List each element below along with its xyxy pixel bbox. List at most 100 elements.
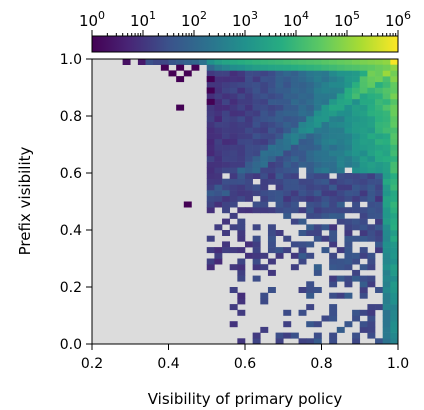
heatmap-cell	[321, 81, 330, 88]
heatmap-cell	[245, 110, 253, 117]
heatmap-cell	[275, 76, 284, 83]
colorbar-tick-label: 104	[283, 9, 309, 30]
heatmap-cell	[214, 87, 223, 94]
heatmap-cell	[382, 309, 391, 316]
heatmap-cell	[306, 59, 315, 65]
heatmap-cell	[336, 76, 345, 83]
heatmap-cell	[229, 87, 238, 94]
heatmap-cell	[214, 161, 223, 168]
heatmap-cell	[313, 70, 322, 77]
heatmap-cell	[352, 218, 361, 225]
heatmap-cell	[382, 207, 391, 214]
heatmap-cell	[222, 218, 230, 225]
heatmap-cell	[267, 190, 276, 197]
heatmap-cell	[382, 269, 391, 276]
heatmap-cell	[313, 104, 322, 111]
heatmap-cell	[390, 184, 399, 191]
heatmap-cell	[206, 173, 215, 179]
heatmap-cell	[283, 87, 292, 94]
heatmap-cell	[275, 332, 284, 339]
heatmap-cell	[229, 224, 238, 231]
heatmap-cell	[359, 98, 368, 105]
heatmap-cell	[359, 275, 368, 282]
heatmap-cell	[183, 59, 192, 65]
heatmap-cell	[183, 70, 192, 77]
heatmap-cell	[290, 264, 299, 271]
heatmap-cell	[359, 218, 368, 225]
heatmap-cell	[375, 207, 383, 214]
heatmap-cell	[275, 230, 284, 236]
heatmap-cell	[229, 212, 238, 219]
heatmap-cell	[344, 76, 353, 83]
heatmap-cell	[290, 207, 299, 214]
heatmap-cell	[290, 138, 299, 145]
heatmap-cell	[390, 269, 399, 276]
heatmap-cell	[290, 76, 299, 83]
heatmap-cell	[367, 326, 376, 333]
plot-area: 0.2 0.4 0.6 0.8 1.0 0.0 0.2 0.4 0.6 0.8 1.0	[60, 52, 409, 372]
heatmap-cell	[375, 161, 383, 168]
heatmap-cell	[275, 127, 284, 134]
heatmap-cell	[267, 104, 276, 111]
heatmap-cell	[214, 247, 223, 254]
heatmap-cell	[352, 258, 361, 265]
heatmap-cell	[245, 138, 253, 145]
heatmap-cell	[283, 195, 292, 202]
heatmap-cell	[290, 116, 299, 122]
heatmap-cell	[206, 258, 215, 265]
heatmap-cell	[306, 190, 315, 197]
heatmap-cell	[290, 201, 299, 208]
heatmap-cell	[237, 292, 246, 299]
heatmap-cell	[375, 87, 383, 94]
heatmap-cell	[260, 155, 269, 162]
heatmap-cell	[275, 93, 284, 100]
heatmap-cell	[283, 81, 292, 88]
heatmap-cell	[237, 275, 246, 282]
heatmap-cell	[329, 309, 338, 316]
heatmap-cell	[344, 110, 353, 117]
heatmap-cell	[382, 76, 391, 83]
heatmap-cell	[352, 59, 361, 65]
heatmap-cell	[375, 304, 383, 311]
heatmap-cell	[375, 110, 383, 117]
heatmap-cell	[206, 155, 215, 162]
heatmap-cell	[344, 133, 353, 140]
heatmap-cell	[306, 70, 315, 77]
heatmap-cell	[214, 98, 223, 105]
heatmap-cell	[329, 230, 338, 236]
heatmap-cell	[214, 167, 223, 174]
heatmap-cell	[313, 161, 322, 168]
heatmap-cell	[313, 190, 322, 197]
heatmap-cell	[329, 116, 338, 122]
heatmap-cell	[222, 81, 230, 88]
heatmap-cell	[298, 138, 307, 145]
heatmap-cell	[382, 155, 391, 162]
heatmap-cell	[252, 173, 261, 179]
heatmap-cell	[382, 178, 391, 185]
heatmap-cell	[222, 184, 230, 191]
heatmap-cell	[252, 241, 261, 248]
heatmap-cell	[214, 121, 223, 128]
heatmap-cell	[290, 190, 299, 197]
heatmap-cell	[237, 167, 246, 174]
heatmap-cell	[275, 150, 284, 157]
heatmap-cell	[390, 138, 399, 145]
heatmap-cell	[336, 150, 345, 157]
heatmap-cell	[283, 144, 292, 151]
heatmap-cell	[252, 207, 261, 214]
heatmap-cell	[206, 127, 215, 134]
heatmap-cell	[367, 93, 376, 100]
heatmap-cell	[260, 298, 269, 305]
heatmap-cell	[352, 235, 361, 242]
heatmap-cell	[245, 161, 253, 168]
heatmap-cell	[206, 70, 215, 77]
heatmap-cell	[214, 116, 223, 122]
heatmap-cell	[222, 241, 230, 248]
heatmap-cell	[229, 190, 238, 197]
heatmap-cell	[275, 190, 284, 197]
heatmap-cell	[375, 116, 383, 122]
heatmap-cell	[206, 76, 215, 83]
y-tick-label: 0.4	[60, 223, 82, 239]
heatmap-cell	[336, 104, 345, 111]
heatmap-cell	[229, 98, 238, 105]
